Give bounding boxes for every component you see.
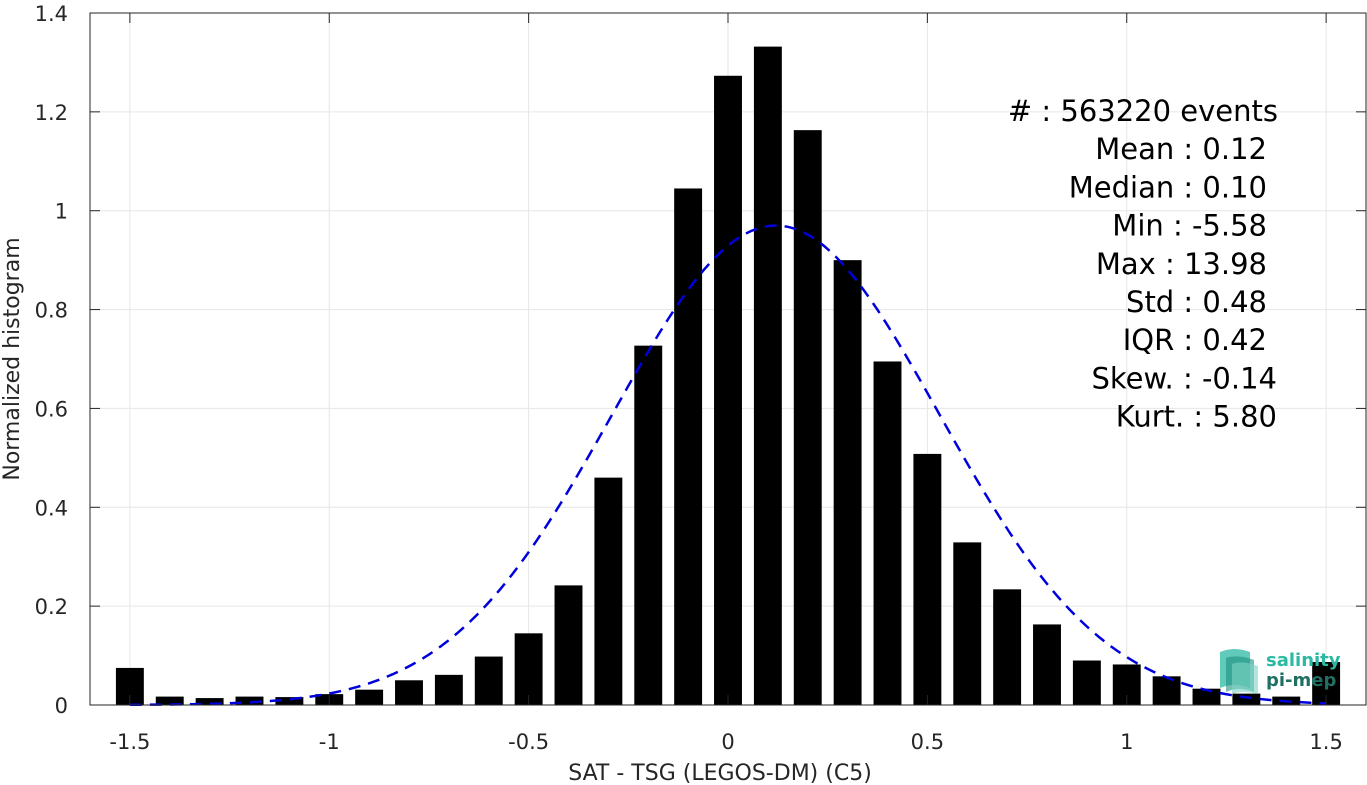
stat-line: Max : 13.98 [1096, 247, 1267, 281]
histogram-bar [514, 633, 543, 705]
histogram-bar [195, 698, 224, 705]
histogram-bar [873, 361, 902, 705]
histogram-bar [714, 75, 742, 705]
histogram-bar [434, 674, 463, 705]
x-tick-label: -1 [319, 730, 340, 754]
histogram-bar [275, 697, 304, 705]
histogram-bar [1192, 688, 1221, 705]
histogram-bar [833, 260, 862, 705]
stat-line: Std : 0.48 [1126, 285, 1267, 319]
y-tick-label: 0.6 [35, 397, 68, 421]
histogram-bar [953, 542, 982, 705]
y-tick-label: 0.2 [35, 595, 68, 619]
x-tick-label: -1.5 [109, 730, 150, 754]
stat-line: Kurt. : 5.80 [1116, 400, 1277, 434]
bars [115, 46, 1341, 705]
x-axis-title: SAT - TSG (LEGOS-DM) (C5) [568, 761, 872, 785]
histogram-bar [355, 689, 384, 705]
stat-line: IQR : 0.42 [1123, 323, 1267, 357]
histogram-bar [634, 345, 663, 705]
y-axis-title: Normalized histogram [0, 237, 25, 480]
x-tick-label: 1 [1120, 730, 1133, 754]
x-tick-labels: -1.5 -1 -0.5 0 0.5 1 1.5 [109, 730, 1342, 754]
logo-text-pi-mep: pi-mep [1266, 670, 1336, 691]
histogram-bar [993, 589, 1022, 705]
histogram-bar [594, 477, 623, 705]
histogram-bar [753, 46, 782, 705]
y-tick-label: 1.2 [35, 101, 68, 125]
histogram-bar [1232, 693, 1261, 705]
histogram-bar [155, 696, 184, 705]
y-tick-label: 0.4 [35, 496, 68, 520]
stat-line: Mean : 0.12 [1095, 132, 1267, 166]
salinity-pi-mep-logo: salinity pi-mep [1220, 649, 1341, 694]
x-tick-label: -0.5 [508, 730, 549, 754]
ticks [90, 12, 1366, 706]
histogram-bar [1152, 676, 1181, 705]
histogram-bar [913, 453, 942, 705]
stat-line: Median : 0.10 [1069, 170, 1267, 204]
y-tick-label: 0 [55, 694, 68, 718]
y-tick-label: 1.4 [35, 2, 68, 26]
y-tick-label: 0.8 [35, 299, 68, 323]
histogram-bar [674, 188, 703, 705]
histogram-bar [554, 585, 583, 705]
stat-line: Skew. : -0.14 [1091, 361, 1277, 395]
stat-line: Min : -5.58 [1112, 209, 1267, 243]
y-tick-label: 1 [55, 200, 68, 224]
stat-line: # : 563220 events [1008, 94, 1278, 128]
histogram-bar [235, 696, 264, 705]
x-tick-label: 1.5 [1309, 730, 1342, 754]
logo-text-salinity: salinity [1266, 650, 1341, 671]
statistics-box: # : 563220 events Mean : 0.12 Median : 0.1… [1008, 94, 1278, 434]
histogram-bar [793, 130, 822, 705]
histogram-bar [395, 680, 423, 705]
x-tick-label: 0.5 [911, 730, 944, 754]
histogram-bar [1072, 660, 1101, 705]
x-tick-label: 0 [721, 730, 734, 754]
y-tick-labels: 0 0.2 0.4 0.6 0.8 1 1.2 1.4 [35, 2, 68, 718]
histogram-bar [474, 656, 503, 705]
histogram-bar [1033, 624, 1061, 705]
